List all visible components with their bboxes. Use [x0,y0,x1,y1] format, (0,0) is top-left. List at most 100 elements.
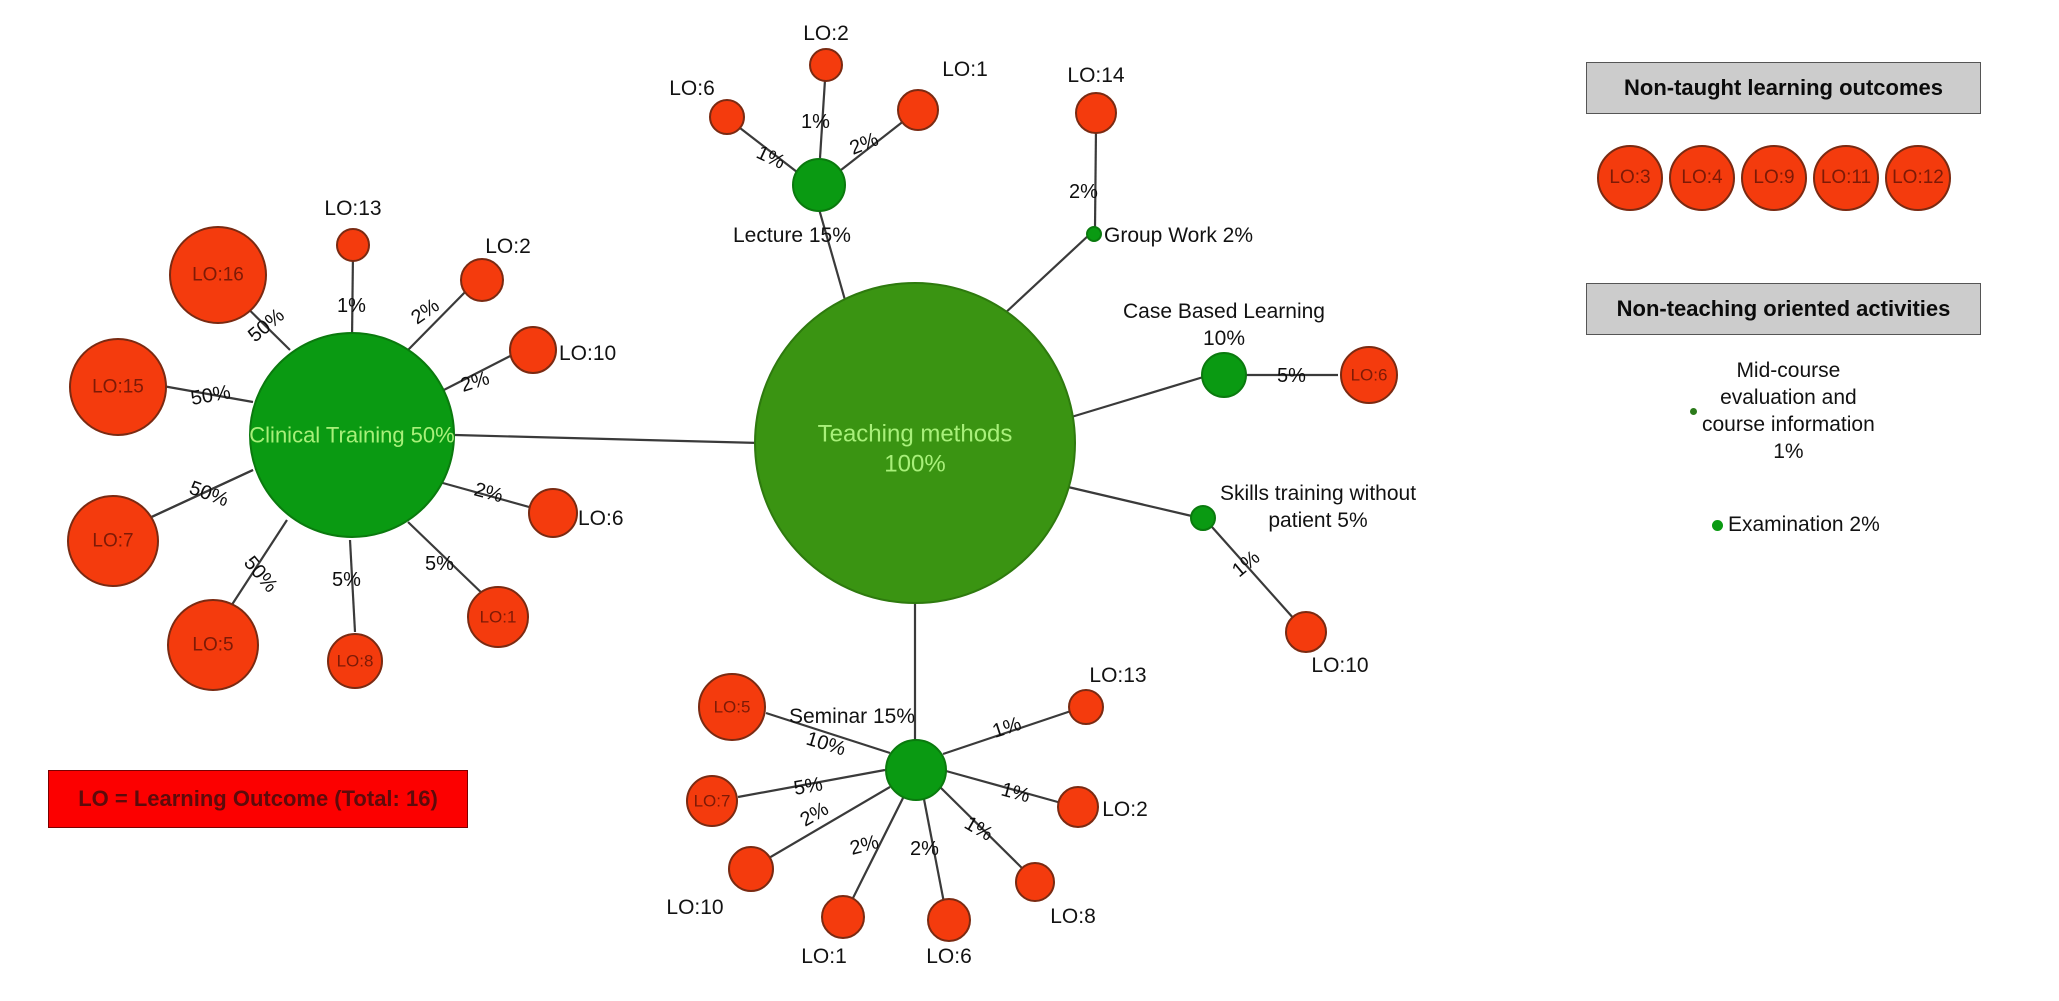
lo-circle[interactable] [460,258,504,302]
lo-circle[interactable] [1285,611,1327,653]
lo-node-clinical-lo13[interactable]: LO:13 [324,197,382,262]
lo-label: LO:14 [1067,64,1125,87]
non-taught-lo-11[interactable]: LO:11 [1813,145,1879,211]
edge-seminar-lo8 [939,786,1027,873]
non-taught-lo-4[interactable]: LO:4 [1669,145,1735,211]
lo-circle[interactable] [927,898,971,942]
pct-lecture-lo2: 1% [801,111,830,133]
lo-circle[interactable] [509,326,557,374]
lo-circle[interactable] [728,846,774,892]
lo-circle[interactable] [327,633,383,689]
lo-node-seminar-lo10[interactable]: LO:10 [666,846,774,919]
lo-circle[interactable] [897,89,939,131]
lo-node-groupwork-lo14[interactable]: LO:14 [1067,64,1125,134]
lo-circle[interactable] [528,488,578,538]
lo-circle[interactable] [1068,689,1104,725]
activity-examination[interactable]: Examination 2% [1712,513,1880,537]
lo-circle[interactable] [467,586,529,648]
edge-clinical-lo15 [156,383,254,404]
lo-label: LO:6 [578,507,624,530]
node-clinical-training[interactable] [249,332,455,538]
lo-circle[interactable] [1057,786,1099,828]
node-skills-label-1: Skills training without [1220,482,1416,505]
edge-lecture-lo2 [818,79,827,159]
lo-node-seminar-lo13[interactable]: LO:13 [1068,664,1147,725]
lo-node-seminar-lo8[interactable]: LO:8 [1015,862,1096,928]
non-taught-lo-9[interactable]: LO:9 [1741,145,1807,211]
lo-circle[interactable] [821,895,865,939]
node-seminar[interactable] [885,739,947,801]
edge-center-clinical [454,433,761,445]
lo-circle[interactable] [1075,92,1117,134]
lo-node-casebased-lo6[interactable]: LO:6 [1340,346,1398,404]
lo-circle[interactable] [698,673,766,741]
pct-seminar-lo8: 1% [961,812,997,846]
non-teaching-header: Non-teaching oriented activities [1586,283,1981,335]
lo-node-clinical-lo2[interactable]: LO:2 [460,235,531,302]
pct-groupwork-lo14: 2% [1069,181,1098,203]
edge-groupwork-lo14 [1093,127,1098,229]
lo-circle[interactable] [336,228,370,262]
lo-label: LO:2 [485,235,531,258]
activity-mid-course-evaluation[interactable]: Mid-course evaluation and course informa… [1690,358,1875,466]
lo-label: LO:1 [801,945,847,968]
lo-node-clinical-lo15[interactable]: LO:15 [69,338,167,436]
lo-node-clinical-lo6[interactable]: LO:6 [528,488,624,538]
lo-label: LO:10 [559,342,616,365]
cluster-group-work: Group Work 2% LO:14 2% [1067,64,1253,247]
edge-skills-lo10 [1211,526,1296,621]
node-case-based-label-1: Case Based Learning [1123,300,1325,323]
non-taught-header: Non-taught learning outcomes [1586,62,1981,114]
lo-node-lecture-lo6[interactable]: LO:6 [669,77,745,135]
lo-circle[interactable] [1015,862,1055,902]
lo-circle[interactable] [809,48,843,82]
lo-circle[interactable] [69,338,167,436]
bullet-dot-icon [1690,408,1697,416]
node-lecture[interactable] [792,158,846,212]
lo-node-clinical-lo10[interactable]: LO:10 [509,326,616,374]
node-group-work[interactable] [1086,226,1102,242]
lo-circle[interactable] [167,599,259,691]
node-clinical-training-label: Clinical Training 50% [249,423,454,448]
lo-circle[interactable] [686,775,738,827]
lo-node-seminar-lo1[interactable]: LO:1 [801,895,865,968]
pct-clinical-lo10: 2% [458,367,492,397]
node-seminar-label: Seminar 15% [789,705,915,728]
lo-node-clinical-lo8[interactable]: LO:8 [327,633,383,689]
non-taught-lo-3[interactable]: LO:3 [1597,145,1663,211]
node-skills-training[interactable] [1190,505,1216,531]
bullet-dot-icon [1712,519,1723,531]
lo-circle[interactable] [1340,346,1398,404]
lo-node-clinical-lo16[interactable]: LO:16 [169,226,267,324]
lo-circle[interactable] [709,99,745,135]
lo-circle[interactable] [67,495,159,587]
lo-node-seminar-lo5[interactable]: LO:5 [698,673,766,741]
lo-node-clinical-lo7[interactable]: LO:7 [67,495,159,587]
center-circle[interactable] [754,282,1076,604]
node-teaching-methods[interactable]: Teaching methods 100% [754,282,1076,604]
activity-line-4: 1% [1773,439,1804,463]
lo-node-seminar-lo2[interactable]: LO:2 [1057,786,1148,828]
edge-clinical-lo1 [407,521,488,599]
lo-node-skills-lo10[interactable]: LO:10 [1285,611,1369,677]
lo-label: LO:5 [192,635,233,656]
node-lecture-label: Lecture 15% [733,224,851,247]
lo-node-lecture-lo1[interactable]: LO:1 [897,58,988,131]
lo-label: LO:6 [669,77,715,100]
lo-node-clinical-lo5[interactable]: LO:5 [167,599,259,691]
lo-label: LO:6 [1351,366,1388,385]
edge-seminar-lo10 [761,786,891,863]
activity-label: Mid-course evaluation and course informa… [1702,358,1875,466]
non-teaching-title: Non-teaching oriented activities [1616,296,1951,321]
lo-node-lecture-lo2[interactable]: LO:2 [803,22,849,82]
lo-circle[interactable] [169,226,267,324]
edge-lecture-lo1 [840,119,906,171]
lo-node-seminar-lo6[interactable]: LO:6 [926,898,972,968]
pct-lecture-lo6: 1% [753,142,789,174]
lo-node-seminar-lo7[interactable]: LO:7 [686,775,738,827]
non-taught-lo-12[interactable]: LO:12 [1885,145,1951,211]
activity-line-1: Mid-course [1736,359,1841,382]
node-case-based-learning[interactable] [1201,352,1247,398]
lo-node-clinical-lo1[interactable]: LO:1 [467,586,529,648]
lo-label: LO:11 [1820,167,1872,188]
